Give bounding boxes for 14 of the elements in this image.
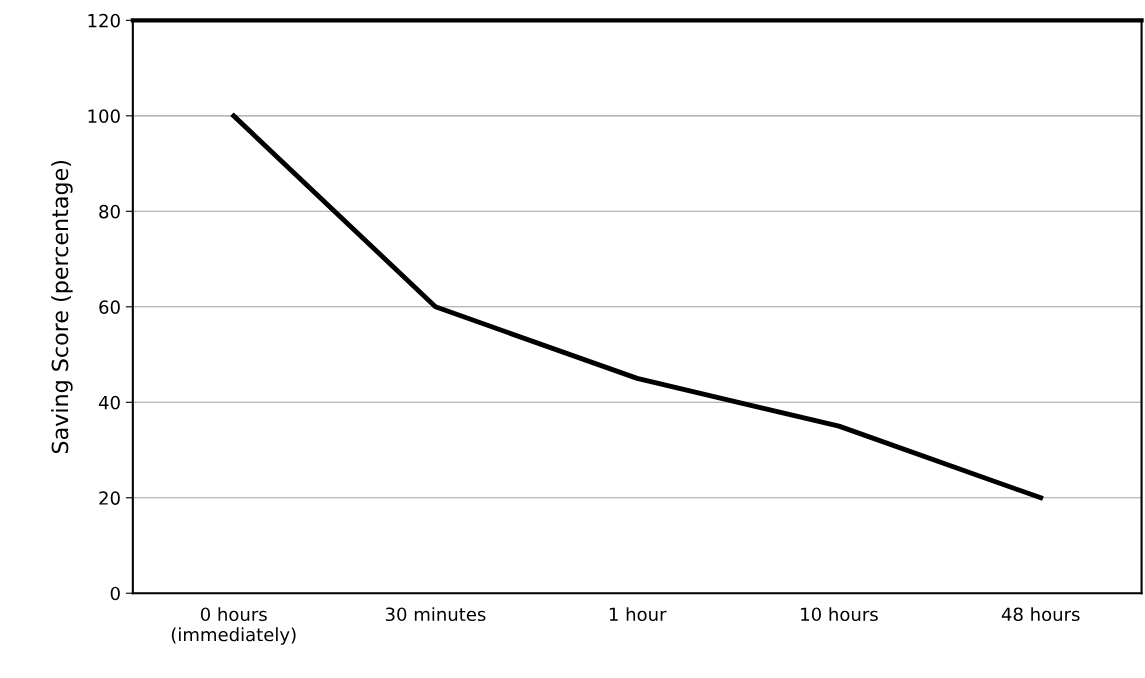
y-tick-label: 80: [99, 204, 120, 219]
x-tick-label: 30 minutes: [385, 607, 486, 622]
y-tick-label: 120: [88, 13, 120, 28]
y-tick-label: 60: [99, 300, 120, 314]
y-axis-title: Saving Score (percentage): [51, 161, 73, 454]
y-tick-label: 20: [99, 491, 120, 505]
y-tick-label: 100: [88, 109, 120, 123]
x-tick-label: 48 hours: [1001, 607, 1080, 622]
y-tick-label: 0: [110, 586, 120, 601]
y-tick-label: 40: [98, 395, 120, 410]
x-tick-label: 0 hours (immediately): [171, 607, 296, 645]
x-tick-label: 10 hours: [801, 607, 878, 622]
x-tick-label: 1 hour: [609, 607, 667, 622]
line-series: [231, 113, 1044, 501]
